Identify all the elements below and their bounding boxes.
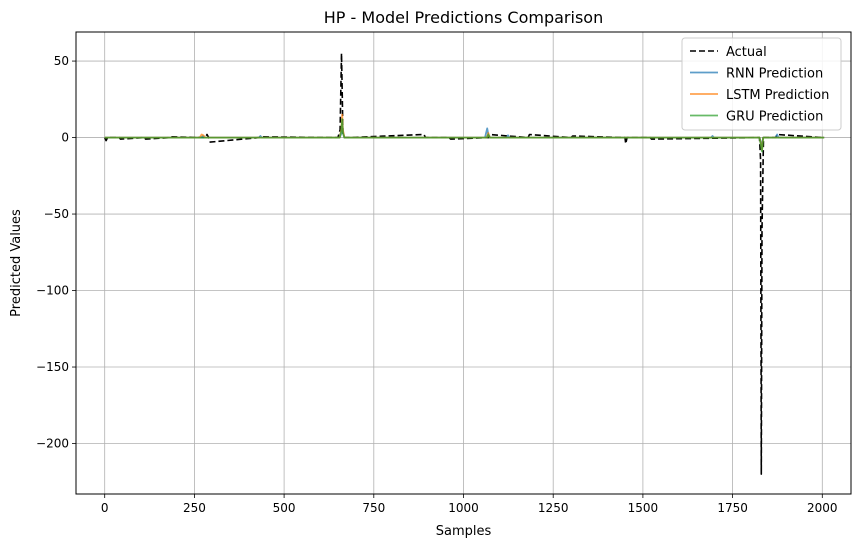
x-tick-label: 1000 xyxy=(448,501,479,515)
x-tick-label: 250 xyxy=(183,501,206,515)
y-tick-label: −150 xyxy=(36,360,69,374)
legend-box xyxy=(681,37,842,131)
legend-label: GRU Prediction xyxy=(726,110,823,125)
ticks: 0 250 500 750 1000 1250 1500 1750 2000500−50−100… xyxy=(36,54,838,515)
legend-label: Actual xyxy=(726,45,767,60)
x-axis-label: Samples xyxy=(436,524,492,539)
x-tick-label: 1500 xyxy=(628,501,659,515)
y-tick-label: 50 xyxy=(54,54,69,68)
x-tick-label: 2000 xyxy=(807,501,838,515)
y-axis-label: Predicted Values xyxy=(9,209,24,317)
x-tick-label: 1750 xyxy=(717,501,748,515)
chart-title: HP - Model Predictions Comparison xyxy=(324,8,603,27)
y-tick-label: −100 xyxy=(36,284,69,298)
series-group xyxy=(103,52,825,475)
series-line-gru-prediction xyxy=(104,118,825,153)
x-tick-label: 500 xyxy=(273,501,296,515)
x-tick-label: 1250 xyxy=(538,501,569,515)
x-tick-label: 750 xyxy=(362,501,385,515)
legend: Actual RNN Prediction LSTM Prediction GRU P… xyxy=(681,37,842,131)
x-tick-label: 0 xyxy=(101,501,109,515)
legend-label: RNN Prediction xyxy=(726,67,823,82)
y-tick-label: −200 xyxy=(36,437,69,451)
legend-label: LSTM Prediction xyxy=(726,88,829,103)
y-tick-label: 0 xyxy=(61,131,69,145)
y-tick-label: −50 xyxy=(44,207,69,221)
